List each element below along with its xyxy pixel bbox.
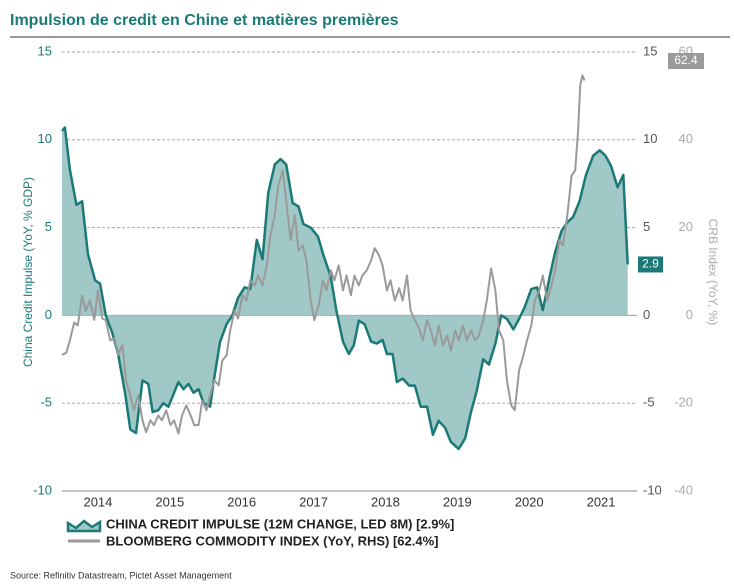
- y2-tick-label: 40: [679, 131, 693, 146]
- area: [62, 127, 628, 449]
- y-tick-label-right: 0: [643, 307, 650, 322]
- x-tick-label: 2015: [155, 494, 184, 509]
- y-tick-label: -5: [40, 395, 52, 410]
- source-note: Source: Refinitiv Datastream, Pictet Ass…: [10, 570, 232, 580]
- legend-label: CHINA CREDIT IMPULSE (12M CHANGE, LED 8M…: [106, 516, 454, 531]
- x-tick-label: 2018: [371, 494, 400, 509]
- x-tick-label: 2016: [227, 494, 256, 509]
- x-tick-label: 2021: [587, 494, 616, 509]
- legend-label: BLOOMBERG COMMODITY INDEX (YoY, RHS) [62…: [106, 533, 439, 548]
- y-tick-label-right: 5: [643, 219, 650, 234]
- end-label: 2.9: [642, 257, 659, 271]
- y2-tick-label: -40: [674, 482, 693, 497]
- y-tick-label: 15: [38, 43, 52, 58]
- end-label-box: [668, 53, 704, 69]
- y-tick-label-right: -10: [643, 482, 662, 497]
- x-tick-label: 2020: [515, 494, 544, 509]
- y-tick-label-right: 10: [643, 131, 657, 146]
- y2-axis-label: CRB Index (YoY, %): [706, 219, 720, 326]
- x-tick-label: 2017: [299, 494, 328, 509]
- line: [61, 74, 586, 435]
- y-tick-label: -10: [33, 482, 52, 497]
- y-tick-label-right: 15: [643, 43, 657, 58]
- end-label: 62.4: [674, 53, 698, 67]
- y-tick-label-right: -5: [643, 395, 655, 410]
- y2-tick-label: 20: [679, 219, 693, 234]
- chart-title: Impulsion de credit en Chine et matières…: [10, 12, 399, 29]
- y-axis-label: China Credit Impulse (YoY, % GDP): [21, 177, 35, 367]
- legend-swatch: [66, 519, 102, 533]
- y-tick-label: 10: [38, 131, 52, 146]
- x-tick-label: 2019: [443, 494, 472, 509]
- area-line: [61, 126, 629, 451]
- y2-tick-label: 0: [686, 307, 693, 322]
- x-tick-label: 2014: [83, 494, 112, 509]
- y-tick-label: 5: [45, 219, 52, 234]
- y2-tick-label: -20: [674, 395, 693, 410]
- end-label-box: [638, 256, 663, 273]
- y-tick-label: 0: [45, 307, 52, 322]
